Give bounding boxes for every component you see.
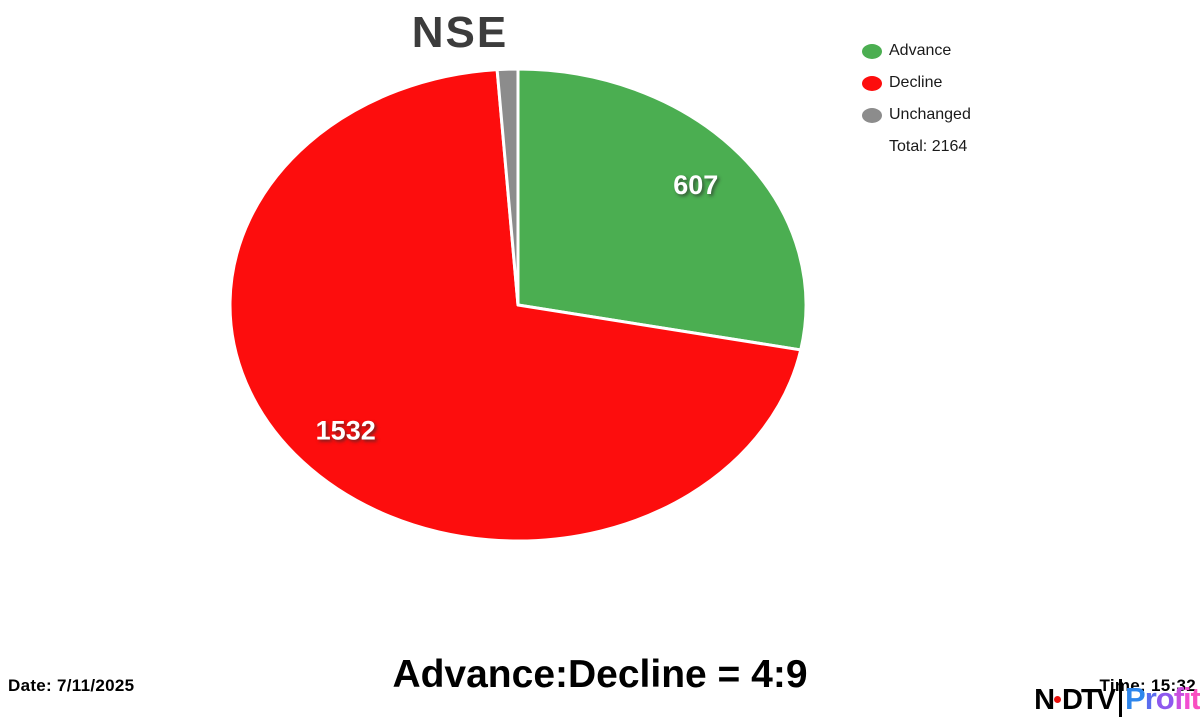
time-label: Time: 15:32 (1099, 676, 1196, 695)
logo-profit: Profit (1125, 683, 1200, 714)
logo-ndtv-text: N DTV (1034, 684, 1116, 716)
legend-label: Decline (889, 74, 943, 91)
legend-item-unchanged: Unchanged (862, 104, 971, 126)
ndtv-profit-logo: N DTV Profit (1034, 679, 1200, 717)
slice-value-label: 607 (673, 170, 718, 200)
legend-item-decline: Decline (862, 72, 971, 94)
slice-value-label: 1532 (316, 415, 376, 445)
legend-swatch-advance-icon (862, 43, 882, 59)
legend-swatch-unchanged-icon (862, 107, 882, 123)
pie-slice-unchanged (495, 67, 520, 307)
pie-slice-decline (228, 68, 803, 543)
logo-divider (1119, 679, 1123, 717)
logo-red-dot-icon (1054, 696, 1062, 704)
legend-total: Total: 2164 (889, 138, 968, 155)
logo-profit-letter: P (1125, 681, 1146, 716)
logo-ndtv-rest: DTV (1062, 684, 1116, 716)
legend-label: Unchanged (889, 106, 971, 123)
chart-title: NSE (411, 8, 509, 57)
logo-profit-letter: t (1190, 681, 1200, 716)
logo-ndtv-n: N (1034, 684, 1055, 716)
legend-label: Advance (889, 42, 952, 59)
legend: Advance Decline Unchanged Total: 2164 (862, 40, 971, 168)
legend-item-advance: Advance (862, 40, 971, 62)
pie-slice-advance (516, 67, 808, 352)
logo-profit-letter: r (1144, 681, 1157, 716)
ratio-label: Advance:Decline = 4:9 (392, 653, 808, 696)
legend-swatch-decline-icon (862, 75, 882, 91)
logo-profit-letter: i (1183, 681, 1192, 716)
date-label: Date: 7/11/2025 (8, 676, 135, 695)
logo-profit-letter: o (1155, 681, 1175, 716)
logo-profit-letter: f (1173, 681, 1184, 716)
